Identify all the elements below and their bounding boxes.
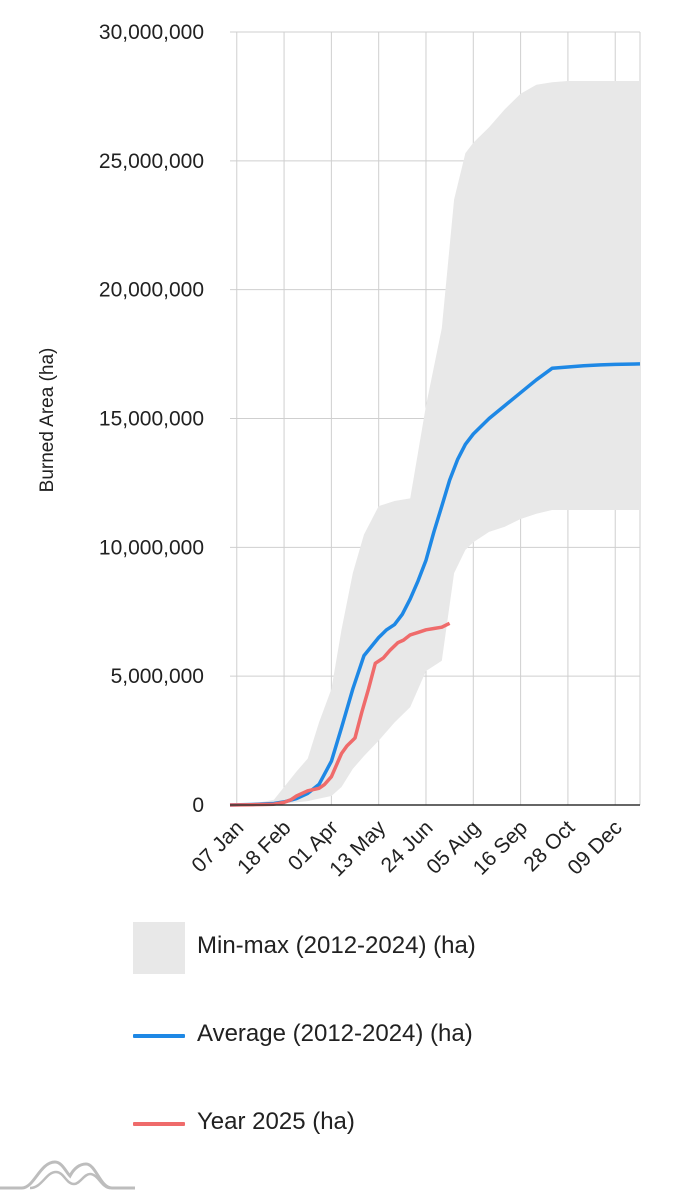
x-tick-label: 09 Dec <box>563 816 626 879</box>
y-tick-labels: 0 5,000,000 10,000,000 15,000,000 20,000,000… <box>99 21 204 817</box>
legend-label-min-max: Min-max (2012-2024) (ha) <box>197 932 476 959</box>
y-tick-label: 15,000,000 <box>99 408 204 431</box>
burned-area-chart: 0 5,000,000 10,000,000 15,000,000 20,000,000… <box>37 21 641 881</box>
x-tick-label: 18 Feb <box>233 816 296 879</box>
y-tick-label: 5,000,000 <box>111 665 204 688</box>
year-2025-swatch <box>133 1122 185 1126</box>
legend-label-average: Average (2012-2024) (ha) <box>197 1020 473 1047</box>
x-tick-label: 16 Sep <box>469 816 532 879</box>
legend-item-year-2025[interactable]: Year 2025 (ha) <box>133 1096 653 1150</box>
legend-item-min-max[interactable]: Min-max (2012-2024) (ha) <box>133 920 653 974</box>
year-2025-line <box>229 621 451 807</box>
y-tick-label: 25,000,000 <box>99 150 204 173</box>
y-tick-label: 10,000,000 <box>99 536 204 559</box>
y-axis-label: Burned Area (ha) <box>37 348 58 493</box>
legend-item-average[interactable]: Average (2012-2024) (ha) <box>133 1008 653 1062</box>
brand-logo-icon <box>0 1160 135 1190</box>
min-max-band <box>230 81 640 805</box>
legend-label-year-2025: Year 2025 (ha) <box>197 1108 355 1135</box>
average-swatch <box>133 1034 185 1038</box>
y-tick-label: 20,000,000 <box>99 279 204 302</box>
y-tick-label: 0 <box>192 794 204 817</box>
min-max-swatch <box>133 922 185 974</box>
y-tick-label: 30,000,000 <box>99 21 204 44</box>
